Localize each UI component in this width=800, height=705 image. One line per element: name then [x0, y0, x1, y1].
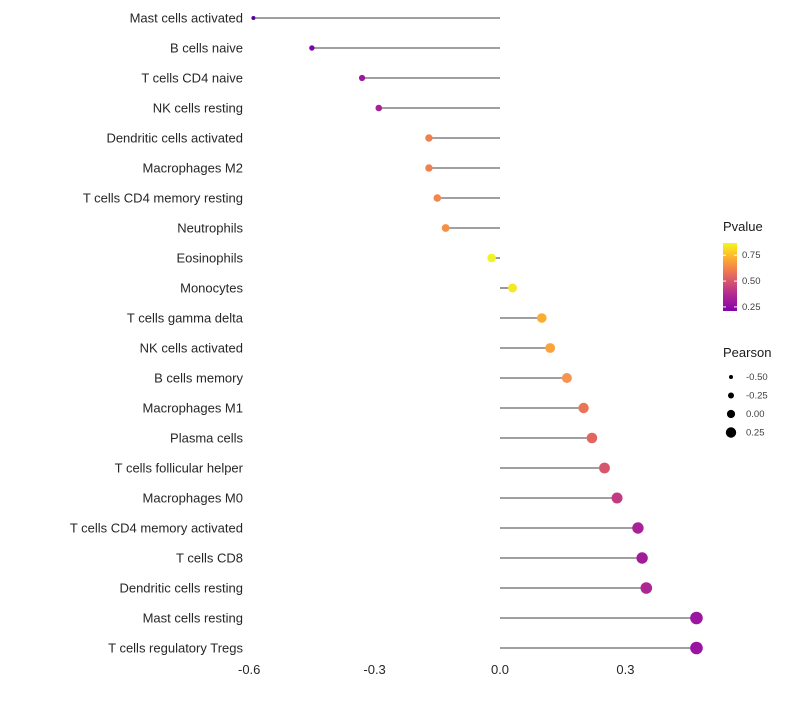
lollipop-row: Macrophages M2	[143, 161, 500, 176]
category-label: Mast cells activated	[130, 11, 243, 26]
dot	[537, 313, 547, 323]
pearson-size-legend: -0.50 -0.25 0.00 0.25	[725, 372, 768, 439]
dot	[632, 522, 644, 534]
lollipop-row: T cells CD8	[176, 551, 648, 566]
lollipop-row: Macrophages M1	[143, 401, 589, 416]
category-label: B cells memory	[154, 371, 243, 386]
dot	[487, 253, 496, 263]
dot	[599, 462, 610, 474]
dot	[433, 194, 442, 202]
pvalue-tick-label: 0.50	[742, 276, 761, 287]
dot	[508, 283, 518, 293]
dot	[640, 582, 653, 594]
dot	[425, 164, 433, 172]
pearson-size-label: 0.00	[746, 409, 765, 420]
category-label: T cells follicular helper	[115, 461, 244, 476]
category-label: Macrophages M2	[143, 161, 243, 176]
category-label: NK cells activated	[140, 341, 243, 356]
category-label: T cells CD4 naive	[141, 71, 243, 86]
category-label: T cells CD8	[176, 551, 243, 566]
dot	[375, 104, 383, 112]
lollipop-row: T cells follicular helper	[115, 461, 610, 476]
lollipop-row: B cells naive	[170, 41, 500, 56]
category-label: Neutrophils	[177, 221, 243, 236]
pvalue-gradient-bar	[723, 243, 737, 311]
dot	[611, 492, 623, 504]
x-tick-label: 0.3	[616, 662, 634, 677]
category-label: T cells CD4 memory resting	[83, 191, 243, 206]
lollipop-row: Dendritic cells resting	[119, 581, 653, 596]
x-tick-label: 0.0	[491, 662, 509, 677]
dot	[309, 45, 315, 51]
legend: Pvalue 0.75 0.50 0.25 Pearson -0.50 -0.25 0.…	[723, 219, 771, 439]
x-tick-label: -0.6	[238, 662, 260, 677]
pvalue-tick-label: 0.25	[742, 302, 761, 313]
x-tick-label: -0.3	[363, 662, 385, 677]
dot	[636, 552, 648, 564]
dot	[441, 224, 450, 232]
category-label: Macrophages M1	[143, 401, 243, 416]
lollipop-row: Monocytes	[180, 281, 518, 296]
pvalue-tick-label: 0.75	[742, 250, 761, 261]
category-label: T cells gamma delta	[127, 311, 244, 326]
lollipop-row: B cells memory	[154, 371, 572, 386]
lollipop-row: T cells regulatory Tregs	[108, 641, 703, 656]
lollipop-row: T cells CD4 memory resting	[83, 191, 500, 206]
category-label: Eosinophils	[177, 251, 244, 266]
lollipop-row: T cells CD4 memory activated	[70, 521, 644, 536]
lollipop-row: NK cells activated	[140, 341, 556, 356]
chart-rows: Mast cells activated B cells naive T cells…	[70, 11, 703, 656]
lollipop-row: Neutrophils	[177, 221, 500, 236]
dot	[578, 402, 589, 414]
pearson-size-label: -0.50	[746, 372, 768, 383]
category-label: Monocytes	[180, 281, 243, 296]
dot	[586, 432, 598, 444]
pearson-size-label: -0.25	[746, 391, 768, 402]
category-label: T cells CD4 memory activated	[70, 521, 243, 536]
category-label: Dendritic cells resting	[119, 581, 243, 596]
lollipop-row: Dendritic cells activated	[106, 131, 500, 146]
lollipop-row: T cells CD4 naive	[141, 71, 500, 86]
size-legend-dot	[725, 427, 737, 438]
dot	[251, 16, 256, 20]
dot	[358, 74, 366, 82]
x-axis: -0.6 -0.3 0.0 0.3	[238, 662, 634, 677]
lollipop-row: Eosinophils	[177, 251, 500, 266]
dot	[690, 611, 703, 625]
size-legend-dot	[728, 392, 734, 399]
pvalue-legend-title: Pvalue	[723, 219, 763, 234]
lollipop-row: NK cells resting	[153, 101, 500, 116]
size-legend-dot	[726, 409, 736, 419]
pearson-legend-title: Pearson	[723, 345, 771, 360]
category-label: B cells naive	[170, 41, 243, 56]
size-legend-dot	[729, 375, 733, 379]
lollipop-row: Mast cells activated	[130, 11, 500, 26]
category-label: T cells regulatory Tregs	[108, 641, 243, 656]
dot	[561, 373, 572, 383]
lollipop-row: Macrophages M0	[143, 491, 623, 506]
pvalue-colorbar: 0.75 0.50 0.25	[723, 243, 761, 313]
dot	[425, 134, 433, 142]
lollipop-row: T cells gamma delta	[127, 311, 547, 326]
category-label: NK cells resting	[153, 101, 243, 116]
lollipop-row: Mast cells resting	[143, 611, 703, 626]
pearson-size-label: 0.25	[746, 428, 765, 439]
category-label: Mast cells resting	[143, 611, 243, 626]
category-label: Dendritic cells activated	[106, 131, 243, 146]
lollipop-row: Plasma cells	[170, 431, 598, 446]
dot	[545, 343, 556, 353]
category-label: Macrophages M0	[143, 491, 243, 506]
category-label: Plasma cells	[170, 431, 243, 446]
dot	[690, 641, 703, 655]
